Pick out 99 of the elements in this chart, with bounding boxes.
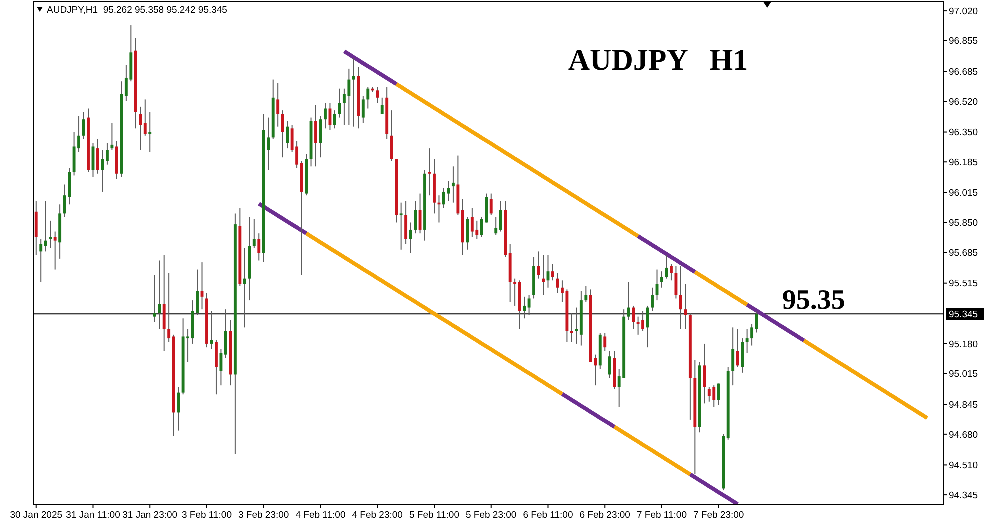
candlestick: [158, 260, 162, 330]
candlestick: [96, 139, 100, 174]
candlestick: [110, 122, 114, 151]
candlestick: [523, 296, 526, 320]
candlestick: [490, 193, 493, 216]
candlestick: [428, 148, 432, 196]
candlestick: [746, 328, 749, 354]
candlestick: [499, 200, 502, 232]
candlestick: [177, 386, 180, 432]
candlestick: [575, 307, 578, 344]
text: AUDJPY H1: [568, 44, 748, 77]
candlestick: [362, 96, 365, 124]
candlestick: [380, 97, 384, 115]
x-tick-label: 31 Jan 11:00: [66, 510, 120, 521]
candlestick: [409, 222, 412, 254]
candlestick: [627, 282, 630, 321]
x-tick-label: 5 Feb 11:00: [409, 510, 460, 521]
candlestick: [243, 248, 246, 328]
candlestick: [608, 350, 612, 379]
y-tick-label: 97.020: [949, 6, 978, 18]
candlestick: [220, 348, 223, 386]
x-tick-label: 4 Feb 11:00: [296, 510, 346, 521]
candlestick: [281, 110, 284, 158]
ref-line-label: 95.345: [949, 309, 978, 320]
y-tick-label: 95.685: [949, 248, 978, 259]
x-tick-label: 6 Feb 11:00: [523, 510, 574, 521]
candlestick: [651, 287, 654, 312]
candlestick: [106, 142, 109, 166]
candlestick: [376, 86, 380, 104]
candlestick: [49, 220, 52, 249]
candlestick: [414, 200, 418, 234]
candlestick: [286, 120, 290, 150]
candlestick: [390, 110, 394, 162]
candlestick: [552, 264, 554, 282]
candlestick: [314, 104, 318, 168]
y-tick-label: 94.345: [949, 490, 978, 502]
candlestick: [703, 343, 706, 404]
candlestick: [736, 328, 740, 368]
candlestick: [684, 284, 688, 330]
candlestick: [632, 305, 636, 330]
candlestick: [400, 202, 403, 250]
y-tick-label: 95.015: [949, 369, 978, 380]
x-tick-label: 7 Feb 23:00: [694, 510, 744, 521]
x-tick-label: 6 Feb 23:00: [580, 510, 630, 521]
y-tick-label: 96.185: [949, 157, 978, 168]
candlestick: [196, 269, 199, 316]
x-tick-label: 30 Jan 2025: [10, 510, 63, 521]
candlestick: [679, 266, 682, 330]
candlestick: [258, 233, 261, 262]
x-tick-label: 7 Feb 11:00: [636, 510, 688, 521]
candlestick: [252, 218, 256, 249]
candlestick: [717, 383, 720, 406]
candlestick: [224, 309, 228, 359]
x-tick-label: 3 Feb 11:00: [182, 510, 232, 521]
candlestick: [168, 272, 171, 343]
x-tick-label: 4 Feb 23:00: [352, 510, 403, 521]
annotation: AUDJPY,H1 95.262 95.358 95.242 95.345: [47, 5, 228, 16]
y-tick-label: 96.350: [949, 128, 978, 139]
y-tick-label: 95.515: [949, 278, 978, 290]
y-tick-label: 95.850: [949, 218, 978, 230]
x-tick-label: 31 Jan 23:00: [122, 510, 178, 521]
candlestick: [604, 332, 607, 352]
candlestick: [333, 110, 336, 130]
candlestick: [670, 264, 673, 282]
y-tick-label: 96.855: [949, 36, 978, 48]
candlestick: [674, 266, 678, 300]
y-tick-label: 96.015: [949, 188, 978, 200]
x-tick-label: 3 Feb 23:00: [238, 510, 290, 521]
candlestick: [338, 88, 342, 118]
candlestick: [514, 278, 517, 306]
candlestick: [40, 238, 43, 283]
candlestick: [324, 102, 327, 130]
candlestick: [139, 106, 142, 151]
candlestick: [466, 216, 470, 250]
candlestick: [542, 254, 545, 296]
candlestick: [276, 82, 280, 128]
candlestick: [352, 58, 356, 128]
candlestick: [528, 294, 531, 316]
candlestick: [732, 327, 735, 386]
candlestick: [452, 166, 455, 204]
y-tick-label: 94.680: [949, 430, 978, 441]
candlestick: [660, 271, 664, 288]
candlestick: [153, 274, 156, 323]
candlestick: [54, 231, 57, 270]
candlestick: [144, 99, 147, 136]
y-tick-label: 94.845: [949, 400, 978, 411]
annotation: 95.35: [782, 285, 846, 316]
y-tick-label: 96.685: [949, 66, 978, 78]
y-tick-label: 95.180: [949, 339, 978, 350]
x-tick-label: 5 Feb 23:00: [466, 510, 517, 521]
candlestick: [404, 200, 408, 245]
y-tick-label: 94.510: [949, 460, 978, 472]
candlestick: [44, 200, 48, 252]
y-tick-label: 96.520: [949, 96, 978, 108]
candlestick: [494, 216, 498, 236]
candlestick: [584, 286, 588, 303]
candlestick: [366, 86, 370, 110]
candlestick: [755, 311, 758, 334]
candlestick: [750, 324, 754, 346]
